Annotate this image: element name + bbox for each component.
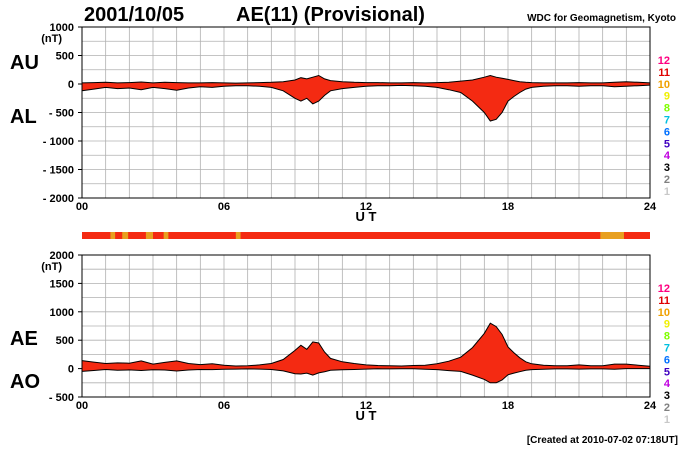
legend-level-12: 12 (658, 283, 670, 295)
au-al-y-tick-label: 0 (68, 79, 74, 91)
activity-strip-segment (163, 232, 169, 239)
activity-strip-segment (145, 232, 153, 239)
ae-label: AE (10, 328, 38, 350)
legend-level-12: 12 (658, 55, 670, 67)
ae-ao-y-tick-label: 2000 (50, 250, 74, 262)
ae-ao-x-tick-label: 12 (360, 400, 372, 412)
ae-ao-y-ticks: 2000 1500 1000 500 0 - 500 (49, 250, 82, 404)
legend-level-4: 4 (664, 150, 671, 162)
au-al-x-tick-label: 00 (76, 201, 88, 213)
ae-ao-filled-area (82, 323, 650, 383)
au-al-x-tick-label: 24 (644, 201, 657, 213)
au-al-y-tick-label: 1000 (50, 22, 74, 34)
ae-ao-y-tick-label: 1500 (50, 278, 74, 290)
al-label: AL (10, 106, 37, 128)
legend-level-4: 4 (664, 378, 671, 390)
legend-level-5: 5 (664, 138, 670, 150)
legend-level-3: 3 (664, 162, 670, 174)
legend-level-8: 8 (664, 103, 670, 115)
activity-strip-segment (122, 232, 129, 239)
au-al-y-tick-label: - 1000 (43, 136, 74, 148)
legend-level-5: 5 (664, 366, 670, 378)
legend-level-9: 9 (664, 319, 670, 331)
series-al-line (81, 84, 651, 122)
series-au-line (81, 74, 651, 84)
ae-ao-x-tick-label: 24 (644, 400, 657, 412)
legend-level-1: 1 (664, 186, 670, 198)
legend-level-7: 7 (664, 115, 670, 127)
legend-level-11: 11 (658, 295, 670, 307)
au-al-x-axis-label: U T (356, 209, 377, 224)
index-title: AE(11) (Provisional) (236, 4, 425, 26)
ao-label: AO (10, 371, 40, 393)
au-al-x-tick-label: 18 (502, 201, 514, 213)
activity-strip-segment (600, 232, 624, 239)
ae-ao-y-tick-label: 500 (56, 335, 74, 347)
au-al-frame (81, 26, 651, 199)
legend-level-2: 2 (664, 174, 670, 186)
ae-ao-area (81, 322, 651, 384)
au-al-x-ticks: 00 06 12 18 24 (76, 201, 657, 213)
au-al-y-tick-label: - 500 (49, 108, 74, 120)
legend-level-6: 6 (664, 354, 670, 366)
au-al-y-tick-label: - 2000 (43, 193, 74, 205)
ae-ao-frame (81, 254, 651, 398)
legend-level-10: 10 (658, 307, 670, 319)
ae-ao-y-tick-label: 0 (68, 364, 74, 376)
legend-level-10: 10 (658, 79, 670, 91)
legend-level-2: 2 (664, 402, 670, 414)
ae-ao-x-ticks: 00 06 12 18 24 (76, 400, 657, 412)
legend-level-1: 1 (664, 414, 670, 426)
ae-ao-x-axis-label: U T (356, 408, 377, 423)
au-label: AU (10, 52, 39, 74)
ae-ao-x-tick-label: 06 (218, 400, 230, 412)
series-ae-line (81, 322, 651, 367)
legend-level-3: 3 (664, 390, 670, 402)
ae-ao-y-tick-label: 1000 (50, 307, 74, 319)
ae-ao-x-tick-label: 18 (502, 400, 514, 412)
legend-level-7: 7 (664, 343, 670, 355)
au-al-y-tick-label: - 1500 (43, 165, 74, 177)
activity-strip-segment (110, 232, 116, 239)
ae-ao-unit-label: (nT) (41, 261, 62, 273)
ae-ao-x-tick-label: 00 (76, 400, 88, 412)
au-al-x-tick-label: 12 (360, 201, 372, 213)
au-al-grid (82, 27, 650, 198)
date-title: 2001/10/05 (84, 4, 184, 26)
ae-ao-y-tick-label: - 500 (49, 392, 74, 404)
legend-level-11: 11 (658, 67, 670, 79)
au-al-unit-label: (nT) (41, 33, 62, 45)
au-al-x-tick-label: 06 (218, 201, 230, 213)
au-al-y-tick-label: 500 (56, 51, 74, 63)
organization-label: WDC for Geomagnetism, Kyoto (527, 13, 676, 24)
ae-ao-grid (82, 255, 650, 397)
activity-strip-segment (235, 232, 241, 239)
au-al-filled-area (82, 75, 650, 121)
created-footer: [Created at 2010-07-02 07:18UT] (527, 435, 678, 446)
legend-level-6: 6 (664, 126, 670, 138)
activity-strip (82, 232, 650, 239)
legend-level-9: 9 (664, 91, 670, 103)
activity-strip-base (82, 232, 650, 239)
legend-level-8: 8 (664, 331, 670, 343)
series-ao-line (81, 368, 650, 384)
au-al-area (81, 74, 651, 122)
au-al-y-ticks: 1000 500 0 - 500 - 1000 - 1500 - 2000 (43, 22, 82, 205)
